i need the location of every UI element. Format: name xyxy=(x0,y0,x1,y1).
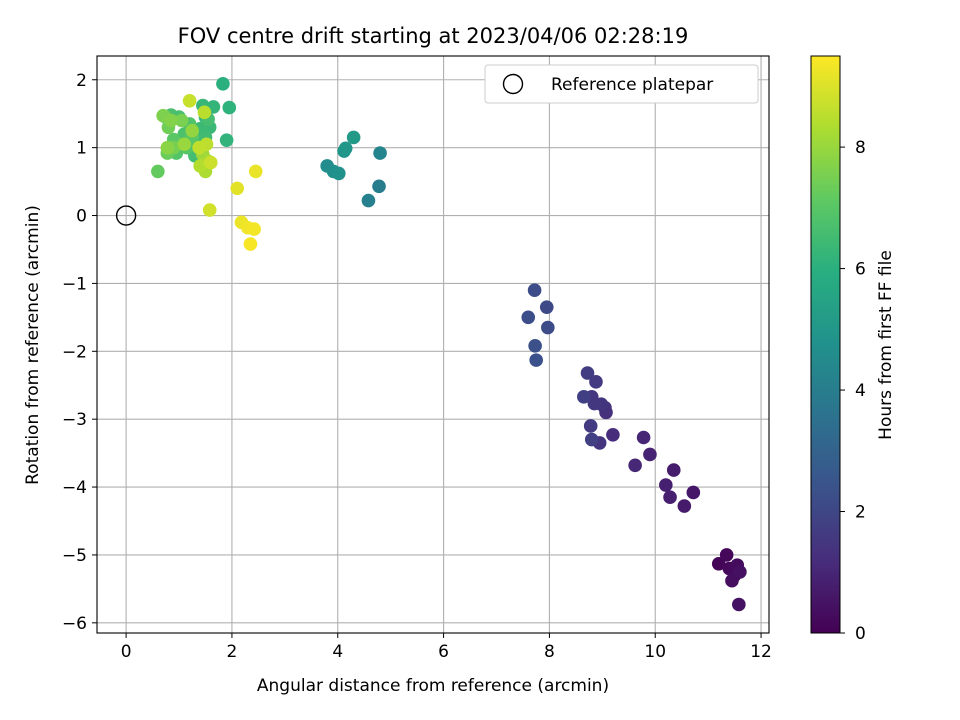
data-point xyxy=(372,179,386,194)
data-point xyxy=(659,478,673,492)
data-point xyxy=(587,396,602,411)
data-point xyxy=(247,222,261,236)
x-axis-label: Angular distance from reference (arcmin) xyxy=(257,676,609,696)
data-point xyxy=(361,193,376,208)
data-point xyxy=(628,458,642,473)
data-point xyxy=(373,146,387,160)
data-point xyxy=(338,141,353,156)
y-tick-label: −2 xyxy=(62,342,87,362)
data-points xyxy=(151,77,747,612)
y-tick-label: −6 xyxy=(62,614,87,634)
data-point xyxy=(529,353,543,367)
colorbar-gradient xyxy=(810,55,841,634)
data-point xyxy=(636,430,651,445)
data-point xyxy=(164,113,178,128)
x-tick-label: 6 xyxy=(438,642,449,662)
data-point xyxy=(219,133,234,147)
data-point xyxy=(332,166,346,181)
colorbar-ticks: 0 2 4 6 8 xyxy=(840,138,866,644)
data-point xyxy=(584,432,599,447)
colorbar-tick-label: 8 xyxy=(855,138,866,158)
data-point xyxy=(732,597,746,612)
plot-frame xyxy=(96,55,770,634)
x-tick-label: 4 xyxy=(332,642,343,662)
data-point xyxy=(230,181,245,196)
y-tick-label: −4 xyxy=(62,478,87,498)
colorbar-tick-label: 6 xyxy=(855,260,866,280)
y-axis-ticks: 2 1 0 −1 −2 −3 −4 −5 −6 xyxy=(62,71,97,634)
data-point xyxy=(686,485,701,500)
x-tick-label: 12 xyxy=(750,642,772,662)
data-point xyxy=(174,113,189,128)
colorbar-tick-label: 0 xyxy=(855,624,866,644)
colorbar-label: Hours from first FF file xyxy=(876,250,896,440)
data-point xyxy=(192,140,206,155)
data-point xyxy=(583,419,598,433)
data-point xyxy=(243,237,258,251)
data-point xyxy=(222,100,237,115)
data-point xyxy=(521,310,536,325)
data-point xyxy=(216,77,230,91)
data-point xyxy=(185,123,200,138)
y-tick-label: 0 xyxy=(76,207,87,227)
y-tick-label: −3 xyxy=(62,410,87,430)
legend-reference-marker xyxy=(502,73,524,95)
legend-box xyxy=(484,64,759,104)
data-point xyxy=(539,300,554,314)
data-point xyxy=(643,447,657,462)
legend-label: Reference platepar xyxy=(551,75,713,95)
y-tick-label: 1 xyxy=(76,139,87,159)
data-point xyxy=(151,164,165,179)
data-point xyxy=(666,463,681,477)
chart-title: FOV centre drift starting at 2023/04/06 … xyxy=(178,24,689,48)
data-point xyxy=(177,137,192,152)
x-tick-label: 10 xyxy=(644,642,666,662)
data-point xyxy=(160,140,175,155)
data-point xyxy=(193,159,207,173)
legend: Reference platepar xyxy=(484,64,759,104)
data-point xyxy=(711,556,726,571)
colorbar: 0 2 4 6 8 Hours from first FF file xyxy=(810,55,896,644)
x-tick-label: 0 xyxy=(121,642,132,662)
x-tick-label: 8 xyxy=(544,642,555,662)
colorbar-tick-label: 2 xyxy=(855,503,866,523)
data-point xyxy=(346,130,361,145)
data-point xyxy=(577,389,591,404)
x-axis-ticks: 0 2 4 6 8 10 12 xyxy=(121,633,772,662)
colorbar-tick-label: 4 xyxy=(855,381,866,401)
data-point xyxy=(203,155,218,170)
data-point xyxy=(528,339,542,353)
data-point xyxy=(182,94,197,108)
data-point xyxy=(527,283,542,297)
data-point xyxy=(541,320,555,335)
data-point xyxy=(663,490,677,505)
data-point xyxy=(677,499,692,513)
reference-platepar-marker xyxy=(115,205,137,226)
data-point xyxy=(589,375,603,389)
data-point xyxy=(202,203,217,217)
data-point xyxy=(248,164,263,179)
data-point xyxy=(580,366,595,380)
y-tick-label: −5 xyxy=(62,546,87,566)
reference-marker-group xyxy=(115,205,137,226)
y-axis-label: Rotation from reference (arcmin) xyxy=(23,205,43,485)
data-point xyxy=(725,573,739,588)
x-tick-label: 2 xyxy=(227,642,238,662)
data-point xyxy=(606,427,620,442)
data-point xyxy=(733,565,747,579)
y-tick-label: 2 xyxy=(76,71,87,91)
grid-lines xyxy=(97,56,769,633)
y-tick-label: −1 xyxy=(62,274,87,294)
data-point xyxy=(197,105,212,120)
data-point xyxy=(719,548,734,562)
